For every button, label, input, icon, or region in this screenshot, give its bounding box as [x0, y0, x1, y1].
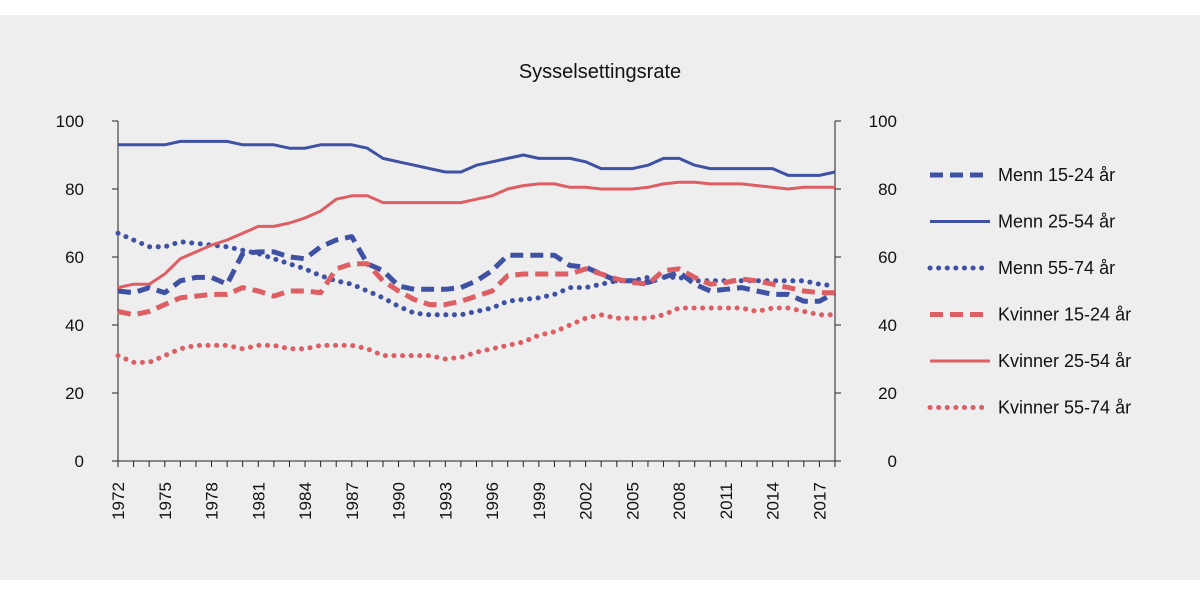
chart-panel: Sysselsettingsrate 0 0 20 20 40 40 60 60 80 80 100…: [0, 15, 1200, 580]
y-tick-label-right: 20: [878, 384, 897, 403]
x-tick-label: 1999: [530, 482, 549, 520]
legend-label-5: Kvinner 25-54 år: [998, 351, 1131, 371]
x-tick-label: 1996: [483, 482, 502, 520]
y-tick-label-left: 100: [56, 112, 84, 131]
x-tick-label: 2008: [670, 482, 689, 520]
y-tick-label-left: 60: [65, 248, 84, 267]
x-tick-label: 1978: [203, 482, 222, 520]
y-tick-label-right: 40: [878, 316, 897, 335]
legend-label-2: Menn 25-54 år: [998, 212, 1115, 232]
y-tick-label-right: 60: [878, 248, 897, 267]
series-line-3: [115, 230, 838, 318]
plot-area: 0 0 20 20 40 40 60 60 80 80 100 100 1972 1975 1978 1981…: [56, 112, 897, 520]
x-tick-label: 2005: [623, 482, 642, 520]
x-tick-label: 2017: [810, 482, 829, 520]
x-tick-label: 1990: [390, 482, 409, 520]
x-tick-label: 1993: [436, 482, 455, 520]
legend-label-6: Kvinner 55-74 år: [998, 398, 1131, 418]
series-line-2: [118, 139, 836, 177]
x-tick-label: 1987: [343, 482, 362, 520]
x-tick-label: 2002: [577, 482, 596, 520]
x-tick-label: 2011: [717, 483, 736, 520]
y-tick-label-right: 0: [888, 452, 897, 471]
x-tick-label: 1981: [249, 482, 268, 520]
series-line-4: [117, 261, 835, 318]
legend: Menn 15-24 år Menn 25-54 år Menn 55-74 år K…: [927, 165, 1131, 418]
chart-title: Sysselsettingsrate: [519, 61, 681, 83]
y-tick-label-right: 100: [869, 112, 897, 131]
y-tick-label-left: 80: [65, 180, 84, 199]
x-tick-label: 1984: [296, 482, 315, 520]
x-tick-label: 2014: [764, 482, 783, 520]
line-chart: Sysselsettingsrate 0 0 20 20 40 40 60 60 80 80 100…: [56, 61, 1131, 520]
y-tick-label-right: 80: [878, 180, 897, 199]
y-tick-label-left: 40: [65, 316, 84, 335]
x-tick-label: 1972: [109, 482, 128, 520]
series-line-5: [117, 180, 835, 290]
legend-label-1: Menn 15-24 år: [998, 165, 1115, 185]
legend-label-3: Menn 55-74 år: [998, 258, 1115, 278]
series-line-6: [115, 305, 838, 365]
y-tick-label-left: 20: [65, 384, 84, 403]
y-tick-label-left: 0: [75, 452, 84, 471]
legend-label-4: Kvinner 15-24 år: [998, 305, 1131, 325]
x-tick-label: 1975: [156, 482, 175, 520]
